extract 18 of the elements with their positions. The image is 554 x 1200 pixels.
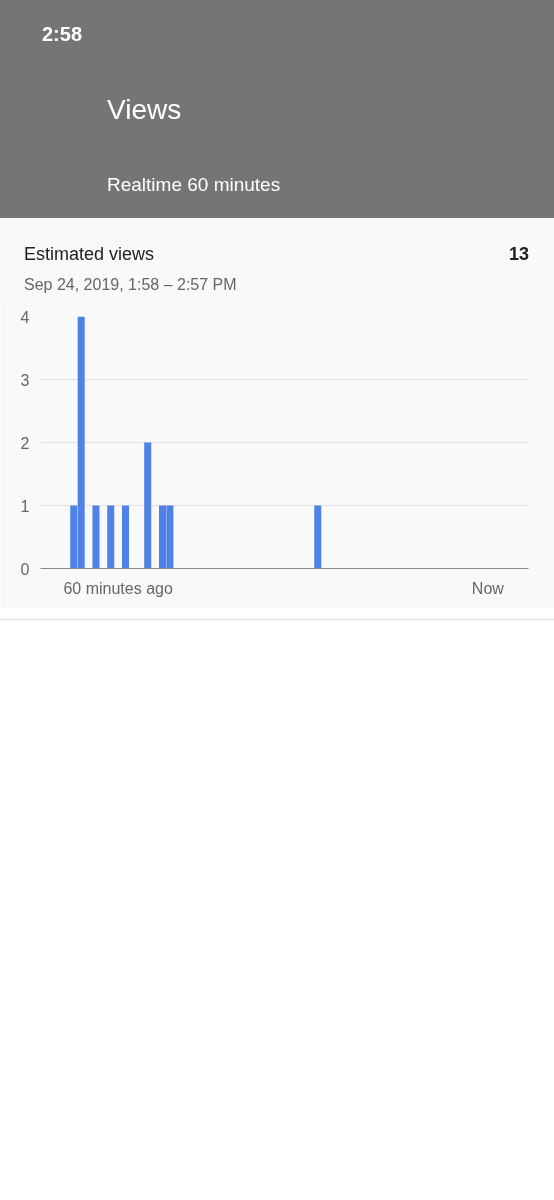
x-tick-label: Now (471, 579, 505, 597)
y-tick-label: 4 (20, 308, 30, 326)
y-tick-label: 2 (20, 434, 30, 452)
text: 2:58 (42, 22, 83, 47)
bar (314, 505, 322, 569)
text: Views (107, 93, 182, 127)
text: Realtime 60 minutes (107, 173, 281, 197)
chart-title: Estimated views (24, 243, 155, 266)
chart-subtitle: Sep 24, 2019, 1:58 – 2:57 PM (24, 275, 237, 295)
x-tick-label: 60 minutes ago (63, 579, 173, 597)
bar (92, 505, 100, 569)
text: 13 (508, 243, 529, 266)
bar (144, 442, 152, 569)
bar (107, 505, 115, 569)
bar (122, 505, 130, 569)
y-tick-label: 3 (20, 371, 30, 389)
y-tick-label: 0 (20, 560, 30, 578)
y-tick-label: 1 (20, 497, 30, 515)
